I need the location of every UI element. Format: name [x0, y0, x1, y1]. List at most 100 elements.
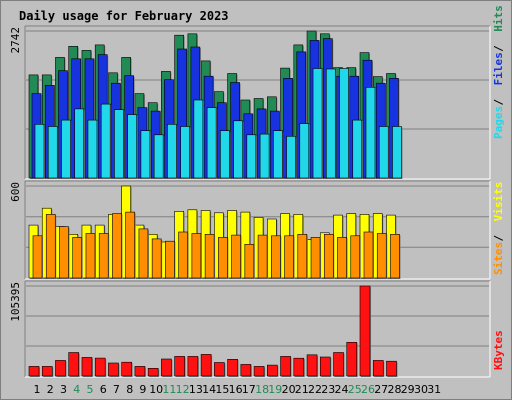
sites-bar: [363, 231, 374, 279]
x-tick-label: 15: [215, 383, 229, 396]
x-tick-label: 9: [139, 383, 146, 396]
sites-bar: [390, 234, 400, 279]
pages-bar: [259, 133, 270, 179]
x-tick-label: 3: [60, 383, 67, 396]
x-tick-label: 16: [229, 383, 243, 396]
kbytes-bar: [68, 352, 80, 377]
chart-title: Daily usage for February 2023: [19, 9, 229, 23]
side-label-separator: /: [492, 99, 505, 106]
sites-bar: [59, 226, 69, 279]
x-tick-label: 24: [335, 383, 349, 396]
x-tick-label: 1: [34, 383, 41, 396]
sites-bar: [231, 234, 241, 279]
kbytes-bar: [386, 360, 397, 377]
sites-bar: [284, 235, 294, 279]
side-label-sites: Sites: [492, 242, 505, 275]
sites-bar: [125, 211, 135, 279]
pages-bar: [127, 114, 137, 179]
sites-bar: [45, 214, 56, 279]
y-max-label: 600: [9, 182, 22, 202]
kbytes-bar: [187, 356, 199, 377]
sites-bar: [32, 235, 43, 279]
x-tick-label: 27: [374, 383, 388, 396]
sites-bar: [151, 238, 162, 279]
kbytes-bar: [134, 366, 146, 377]
y-max-label: 105395: [9, 282, 22, 322]
pages-bar: [167, 124, 177, 179]
kbytes-bar: [319, 356, 331, 377]
pages-bar: [339, 68, 349, 179]
sites-bar: [112, 213, 122, 279]
kbytes-bar: [28, 366, 40, 377]
side-label-files: Files: [492, 52, 505, 85]
kbytes-bar: [94, 357, 106, 377]
kbytes-bar: [359, 285, 371, 377]
x-tick-label: 5: [87, 383, 94, 396]
pages-bar: [365, 87, 376, 179]
sites-bar: [257, 234, 268, 279]
side-label-separator: /: [492, 235, 505, 242]
kbytes-bar: [267, 364, 278, 377]
pages-bar: [153, 134, 164, 179]
pages-bar: [47, 126, 58, 179]
sites-bar: [323, 234, 334, 279]
kbytes-bar: [81, 357, 93, 377]
pages-bar: [100, 103, 111, 179]
sites-bar: [204, 234, 215, 279]
pages-bar: [87, 119, 98, 179]
kbytes-bar: [333, 352, 344, 377]
x-tick-label: 4: [73, 383, 80, 396]
pages-bar: [114, 109, 124, 179]
x-tick-label: 8: [126, 383, 133, 396]
pages-bar: [233, 120, 243, 179]
pages-bar: [352, 119, 363, 179]
kbytes-bar: [227, 358, 238, 377]
sites-bar: [376, 233, 387, 279]
kbytes-bar: [108, 362, 119, 377]
side-label-kbytes: KBytes: [492, 330, 505, 370]
sites-bar: [98, 233, 109, 279]
sites-bar: [350, 235, 361, 279]
pages-bar: [61, 119, 71, 179]
sites-bar: [138, 228, 149, 279]
sites-bar: [178, 231, 188, 279]
x-tick-label: 18: [255, 383, 269, 396]
kbytes-bar: [121, 361, 132, 377]
sites-bar: [165, 240, 175, 279]
sites-bar: [85, 233, 96, 279]
pages-bar: [392, 126, 402, 179]
x-tick-label: 7: [113, 383, 120, 396]
kbytes-bar: [161, 358, 172, 377]
pages-bar: [180, 126, 190, 179]
pages-bar: [74, 108, 85, 179]
pages-bar: [299, 123, 310, 179]
pages-bar: [325, 68, 336, 179]
kbytes-bar: [346, 341, 358, 377]
kbytes-bar: [41, 366, 53, 377]
pages-bar: [378, 126, 389, 179]
pages-bar: [246, 134, 257, 179]
kbytes-bar: [293, 357, 305, 377]
x-tick-label: 19: [268, 383, 282, 396]
x-tick-label: 6: [100, 383, 107, 396]
kbytes-bar: [214, 362, 225, 377]
x-tick-label: 30: [414, 383, 428, 396]
sites-bar: [72, 237, 83, 279]
x-tick-label: 22: [308, 383, 322, 396]
x-tick-label: 17: [242, 383, 256, 396]
sites-bar: [337, 237, 347, 279]
y-max-label: 2742: [9, 27, 22, 54]
pages-bar: [140, 130, 151, 179]
x-tick-label: 21: [295, 383, 309, 396]
kbytes-bar: [147, 367, 159, 377]
sites-bar: [297, 234, 308, 279]
x-tick-label: 28: [388, 383, 402, 396]
sites-bar: [310, 237, 321, 279]
pages-bar: [34, 124, 45, 179]
sites-bar: [244, 244, 255, 279]
x-tick-label: 10: [149, 383, 163, 396]
kbytes-bar: [55, 360, 66, 377]
x-tick-label: 25: [348, 383, 362, 396]
pages-bar: [273, 130, 283, 179]
